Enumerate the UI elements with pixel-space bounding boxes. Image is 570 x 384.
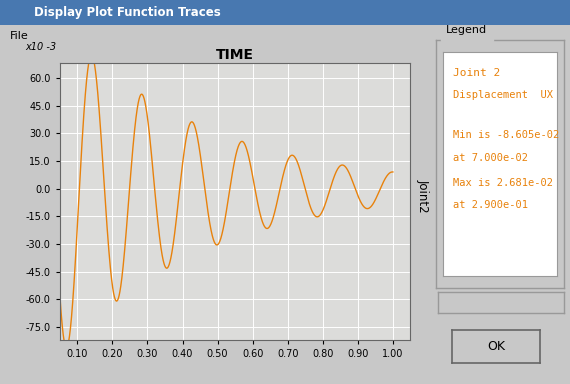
Text: Displacement  UX: Displacement UX xyxy=(453,90,552,100)
Text: Display Plot Function Traces: Display Plot Function Traces xyxy=(34,6,221,19)
Text: Legend: Legend xyxy=(446,25,487,35)
Text: OK: OK xyxy=(487,340,505,353)
Text: x10 -3: x10 -3 xyxy=(25,42,56,52)
Text: Joint 2: Joint 2 xyxy=(453,68,500,78)
Text: File: File xyxy=(10,31,29,41)
Text: at 7.000e-02: at 7.000e-02 xyxy=(453,153,528,163)
Text: at 2.900e-01: at 2.900e-01 xyxy=(453,200,528,210)
Title: TIME: TIME xyxy=(216,48,254,62)
Text: Max is 2.681e-02: Max is 2.681e-02 xyxy=(453,178,552,188)
Text: Joint2: Joint2 xyxy=(417,179,429,213)
Text: Min is -8.605e-02: Min is -8.605e-02 xyxy=(453,131,559,141)
